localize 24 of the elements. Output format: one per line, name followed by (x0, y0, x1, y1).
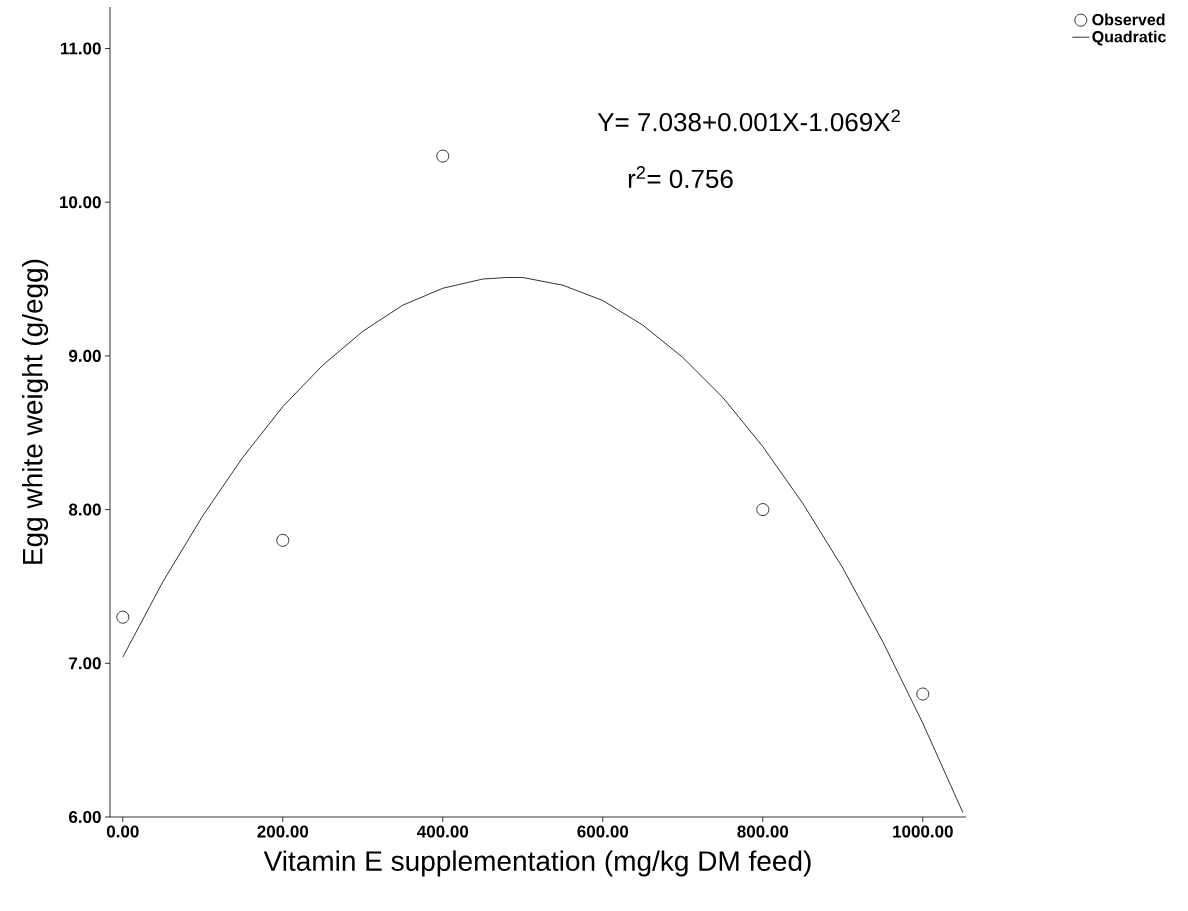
y-tick-label: 8.00 (68, 503, 101, 516)
annotation: r$^{2}$= 0.756 (628, 166, 733, 189)
y-tick-label: 7.00 (69, 657, 101, 670)
legend-label: Observed (1092, 13, 1165, 26)
x-tick-label: 1000.00 (893, 825, 953, 838)
y-tick-label: 9.00 (68, 349, 101, 362)
point (756, 503, 770, 516)
y-tick-label: 6.00 (69, 810, 101, 824)
x-tick-label: 600.00 (577, 825, 629, 838)
x-tick-label: 400.00 (417, 825, 469, 838)
x-axis-title: Vitamin E supplementation (mg/kg DM feed) (263, 850, 811, 877)
point (436, 149, 450, 163)
x-tick-label: 800.00 (737, 825, 789, 838)
point (276, 533, 290, 547)
x-tick-label: 200.00 (257, 825, 309, 838)
legend-label: Quadratic (1092, 30, 1166, 46)
x-tick-label: 0.00 (106, 825, 139, 838)
line-series (122, 277, 964, 813)
point (916, 687, 930, 701)
y-tick-label: 11.00 (60, 42, 101, 55)
y-axis-title: Egg white weight (g/egg) (21, 259, 49, 564)
y-tick-label: 10.00 (60, 196, 101, 209)
annotation: Y= 7.038+0.001X-1.069X$^{2}$ (597, 109, 900, 132)
point (116, 610, 130, 624)
